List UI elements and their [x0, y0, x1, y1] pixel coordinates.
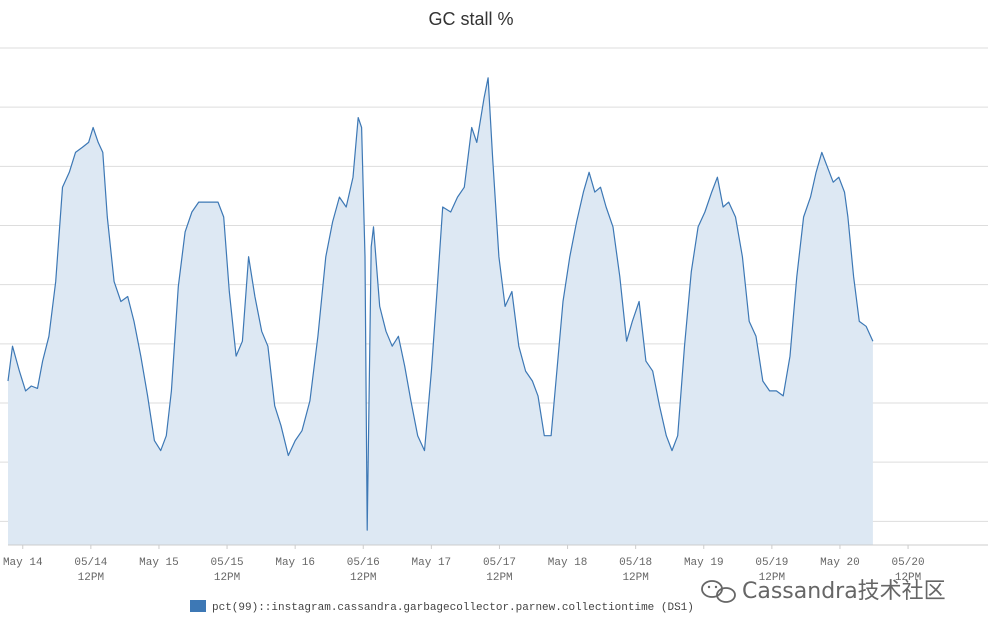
x-tick-label: 05/16	[347, 557, 380, 569]
legend-label: pct(99)::instagram.cassandra.garbagecoll…	[212, 602, 694, 614]
x-tick-sublabel: 12PM	[486, 572, 512, 584]
x-tick-label: 05/19	[755, 557, 788, 569]
x-tick-label: 05/15	[211, 557, 244, 569]
x-tick-label: 05/18	[619, 557, 652, 569]
legend-swatch	[190, 600, 206, 612]
legend[interactable]: pct(99)::instagram.cassandra.garbagecoll…	[190, 600, 694, 614]
x-tick-sublabel: 12PM	[350, 572, 376, 584]
x-tick-label: May 16	[275, 557, 315, 569]
x-tick-label: 05/17	[483, 557, 516, 569]
x-tick-label: May 14	[3, 557, 43, 569]
x-tick-label: May 19	[684, 557, 724, 569]
x-tick-label: May 18	[548, 557, 588, 569]
x-tick-label: May 15	[139, 557, 179, 569]
x-tick-sublabel: 12PM	[759, 572, 785, 584]
chart-title: GC stall %	[428, 9, 513, 29]
wechat-icon	[701, 580, 736, 603]
x-tick-label: May 20	[820, 557, 860, 569]
x-tick-label: 05/20	[892, 557, 925, 569]
x-tick-sublabel: 12PM	[214, 572, 240, 584]
x-tick-sublabel: 12PM	[895, 572, 921, 584]
watermark: Cassandra技术社区	[701, 579, 946, 604]
series-0-area	[8, 77, 873, 546]
x-tick-sublabel: 12PM	[622, 572, 648, 584]
series-0-line[interactable]	[7, 77, 874, 531]
x-tick-label: May 17	[412, 557, 452, 569]
x-tick-label: 05/14	[74, 557, 107, 569]
series-area-layer	[7, 77, 874, 546]
x-tick-sublabel: 12PM	[78, 572, 104, 584]
x-tick-labels: May 14 05/14 12PM May 15 05/15 12PM May 16 05/1…	[3, 545, 925, 584]
watermark-text: Cassandra技术社区	[742, 579, 946, 604]
